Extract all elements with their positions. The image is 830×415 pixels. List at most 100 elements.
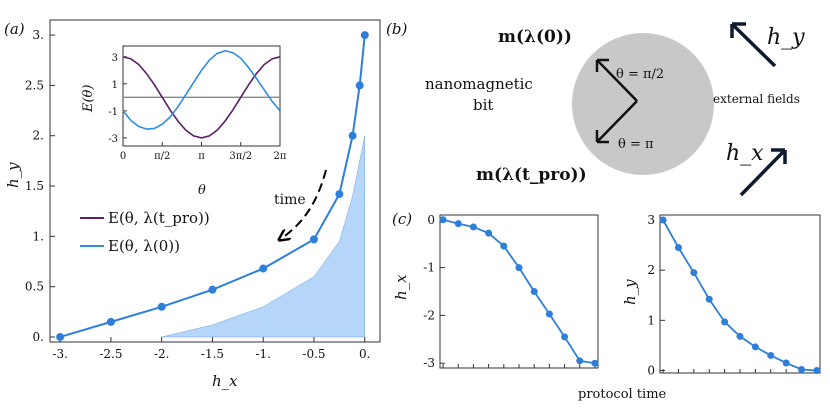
inset-ylabel: E(θ) bbox=[81, 85, 96, 113]
hx-time-point bbox=[500, 242, 508, 250]
hx-time-point bbox=[561, 333, 569, 341]
main-xlabel: h_x bbox=[212, 372, 238, 390]
hx-time-point bbox=[485, 229, 493, 237]
protocol-point bbox=[106, 317, 115, 326]
inset-curve-zero bbox=[122, 49, 281, 130]
legend-label-tpro: E(θ, λ(t_pro)) bbox=[108, 209, 210, 227]
protocol-point bbox=[259, 264, 268, 273]
protocol-point bbox=[208, 285, 217, 294]
theta-label-1: θ = π/2 bbox=[616, 67, 664, 82]
protocol-point bbox=[360, 31, 369, 40]
inset-ytick-label: 3 bbox=[112, 53, 118, 64]
hx-time-plot: 0 -1 -2 -3 bbox=[423, 213, 599, 370]
main-ytick-label: 0. bbox=[33, 330, 44, 344]
hy-label: h_y bbox=[767, 25, 805, 50]
inset-frame bbox=[122, 45, 281, 147]
hy-time-point bbox=[782, 359, 790, 367]
protocol-time-label: protocol time bbox=[578, 387, 667, 402]
main-xtick-label: 0. bbox=[359, 347, 370, 361]
protocol-point bbox=[335, 190, 344, 199]
m-initial: m(λ(0)) bbox=[498, 27, 572, 47]
hx-time-point bbox=[515, 264, 523, 272]
hy-time-point bbox=[721, 318, 729, 326]
bit-label-2: bit bbox=[473, 96, 493, 114]
main-plot: -3. -2.5 -2. -1.5 -1. -0.5 0. 0. 0.5 1. 1.5 2. 2.5 3. bbox=[25, 19, 381, 361]
time-arrow bbox=[282, 169, 327, 238]
hx-time-ylabel: h_x bbox=[392, 274, 410, 300]
hx-time-point bbox=[530, 288, 538, 295]
hx-arrow bbox=[739, 148, 787, 197]
inset-ytick-label: 1 bbox=[112, 80, 118, 91]
inset-curve-tpro bbox=[122, 56, 281, 139]
hx-plot-frame bbox=[439, 214, 599, 369]
inset-xtick-label: π/2 bbox=[154, 151, 170, 162]
main-plot-frame bbox=[49, 19, 381, 343]
main-ytick-label: 2.5 bbox=[25, 78, 44, 92]
theta-pi2-arrow bbox=[595, 58, 638, 102]
main-xtick-label: -0.5 bbox=[302, 347, 325, 361]
theta-label-2: θ = π bbox=[618, 137, 654, 152]
inset-xtick-label: 0 bbox=[120, 151, 126, 162]
shaded-region bbox=[161, 135, 366, 338]
hy-time-point bbox=[674, 244, 682, 252]
inset-xtick-label: π bbox=[198, 151, 205, 162]
hx-time-line bbox=[442, 218, 596, 365]
protocol-line bbox=[59, 34, 366, 338]
hx-time-point bbox=[454, 220, 462, 228]
protocol-point bbox=[355, 81, 364, 90]
hx-time-point bbox=[576, 357, 584, 365]
main-xtick-label: -2. bbox=[154, 347, 170, 361]
panel-c-label: (c) bbox=[392, 210, 412, 228]
main-ytick-label: 1. bbox=[33, 229, 44, 243]
main-xtick-label: -1. bbox=[255, 347, 271, 361]
hy-plot-frame bbox=[659, 214, 821, 374]
legend-label-zero: E(θ, λ(0)) bbox=[108, 237, 180, 255]
hy-time-point bbox=[690, 269, 698, 277]
main-ytick-label: 2. bbox=[33, 129, 44, 143]
hy-time-point bbox=[751, 343, 759, 351]
main-ytick-label: 1.5 bbox=[25, 179, 44, 193]
hx-label: h_x bbox=[726, 141, 764, 166]
time-label: time bbox=[274, 192, 306, 208]
hx-time-point bbox=[591, 359, 599, 367]
hx-time-ytick-label: -2 bbox=[423, 308, 435, 322]
nanomagnet-disk bbox=[572, 33, 714, 175]
hx-time-point bbox=[545, 310, 553, 318]
hx-time-ytick-label: 0 bbox=[427, 213, 435, 227]
main-ytick-label: 0.5 bbox=[25, 280, 44, 294]
hy-time-point bbox=[659, 216, 667, 224]
main-xtick-label: -1.5 bbox=[201, 347, 224, 361]
hy-time-ytick-label: 3 bbox=[647, 213, 655, 227]
hy-time-point bbox=[813, 366, 821, 374]
main-xtick-label: -3. bbox=[52, 347, 68, 361]
protocol-point bbox=[56, 332, 65, 341]
hy-time-ytick-label: 0 bbox=[647, 363, 655, 377]
bit-label-1: nanomagnetic bbox=[425, 75, 533, 93]
hy-time-plot: 0 1 2 3 bbox=[647, 213, 821, 377]
inset-xlabel: θ bbox=[198, 183, 206, 198]
inset-ytick-label: -1 bbox=[108, 107, 118, 118]
hy-time-point bbox=[767, 351, 775, 359]
hy-time-point bbox=[798, 365, 806, 373]
theta-pi-arrow bbox=[595, 100, 638, 144]
main-xtick-label: -2.5 bbox=[99, 347, 122, 361]
hy-time-ytick-label: 2 bbox=[647, 263, 655, 277]
hy-arrow bbox=[730, 22, 777, 68]
inset-xtick-label: 2π bbox=[274, 151, 287, 162]
hy-time-point bbox=[705, 295, 713, 303]
inset-plot: 0 π/2 π 3π/2 2π 3 1 -1 -3 bbox=[108, 45, 287, 162]
hy-time-point bbox=[736, 332, 744, 340]
hx-time-ytick-label: -3 bbox=[423, 356, 435, 370]
hy-time-ytick-label: 1 bbox=[647, 313, 655, 327]
external-fields-label: external fields bbox=[713, 92, 800, 106]
main-ytick-label: 3. bbox=[33, 28, 44, 42]
main-ylabel: h_y bbox=[4, 162, 22, 188]
hy-time-ylabel: h_y bbox=[621, 279, 639, 305]
panel-a-label: (a) bbox=[4, 20, 25, 38]
inset-xtick-label: 3π/2 bbox=[229, 151, 252, 162]
protocol-point bbox=[348, 131, 357, 140]
legend: E(θ, λ(t_pro)) E(θ, λ(0)) bbox=[80, 209, 210, 255]
hx-time-ytick-label: -1 bbox=[423, 261, 435, 275]
protocol-point bbox=[157, 302, 166, 311]
